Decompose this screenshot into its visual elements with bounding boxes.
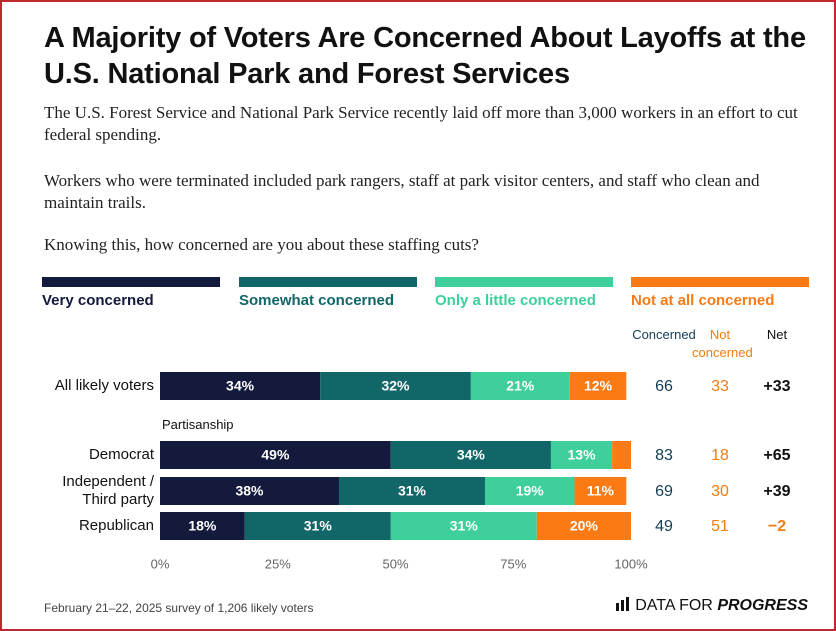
source-note: February 21–22, 2025 survey of 1,206 lik… [44, 601, 314, 615]
data-label: 49% [261, 447, 290, 463]
data-label: 11% [587, 483, 615, 499]
concerned-value: 49 [655, 518, 673, 535]
net-value: +39 [763, 483, 790, 500]
column-header: Not concerned [692, 327, 753, 360]
column-header: Concerned [632, 327, 696, 342]
bar-segment [244, 512, 391, 540]
data-label: 13% [568, 447, 597, 463]
legend-swatch [42, 277, 220, 287]
net-value: +65 [763, 447, 790, 464]
not-concerned-value: 30 [711, 483, 729, 500]
data-label: 34% [457, 447, 486, 463]
data-label: 38% [235, 483, 264, 499]
net-value: +33 [763, 378, 790, 395]
data-label: 21% [506, 378, 535, 394]
not-concerned-value: 51 [711, 518, 729, 535]
not-concerned-value: 33 [711, 378, 729, 395]
logo: DATA FOR PROGRESS [615, 597, 808, 615]
row-label: All likely voters [54, 377, 154, 394]
data-label: 18% [188, 518, 217, 534]
net-value: −2 [768, 518, 786, 535]
data-label: 31% [304, 518, 333, 534]
legend-swatch [631, 277, 809, 287]
data-label: 12% [584, 378, 613, 394]
bar-segment [160, 372, 321, 400]
legend-swatch [239, 277, 417, 287]
bar-segment [550, 441, 613, 469]
row-label: Republican [78, 517, 154, 534]
row-label: Independent / Third party [62, 473, 154, 508]
bar-segment [612, 441, 631, 469]
logo-text: DATA FOR [635, 597, 713, 614]
bar-segment [390, 441, 551, 469]
bar-segment [569, 372, 627, 400]
column-header: Net [766, 327, 788, 342]
chart-title: A Majority of Voters Are Concerned About… [44, 22, 806, 90]
legend-swatch [435, 277, 613, 287]
group-label: Partisanship [162, 417, 234, 432]
bar-segment [574, 477, 627, 505]
x-tick-label: 25% [265, 556, 291, 571]
x-tick-label: 100% [614, 556, 648, 571]
data-label: 19% [516, 483, 545, 499]
bar-segment [484, 477, 575, 505]
concerned-value: 69 [655, 483, 673, 500]
not-concerned-value: 18 [711, 447, 729, 464]
concerned-value: 83 [655, 447, 673, 464]
question: Knowing this, how concerned are you abou… [44, 235, 479, 254]
legend-label: Very concerned [42, 292, 154, 309]
subtitle: Workers who were terminated included par… [44, 171, 760, 212]
data-label: 34% [226, 378, 255, 394]
x-tick-label: 75% [500, 556, 526, 571]
data-label: 32% [381, 378, 410, 394]
bar-segment [320, 372, 471, 400]
bar-segment [160, 512, 245, 540]
concerned-value: 66 [655, 378, 673, 395]
bar-segment [390, 512, 537, 540]
row-label: Democrat [88, 446, 154, 463]
data-label: 31% [450, 518, 479, 534]
bar-segment [338, 477, 485, 505]
subtitle: The U.S. Forest Service and National Par… [44, 103, 798, 144]
data-label: 31% [398, 483, 427, 499]
data-label: 20% [570, 518, 599, 534]
legend-label: Only a little concerned [435, 292, 596, 309]
bar-segment [160, 441, 391, 469]
legend-label: Not at all concerned [631, 292, 775, 309]
bar-segment [470, 372, 570, 400]
x-tick-label: 50% [382, 556, 408, 571]
bar-segment [160, 477, 339, 505]
bar-segment [536, 512, 631, 540]
legend-label: Somewhat concerned [239, 292, 395, 309]
logo-icon [615, 597, 629, 611]
logo-text: PROGRESS [717, 597, 808, 614]
x-tick-label: 0% [151, 556, 170, 571]
